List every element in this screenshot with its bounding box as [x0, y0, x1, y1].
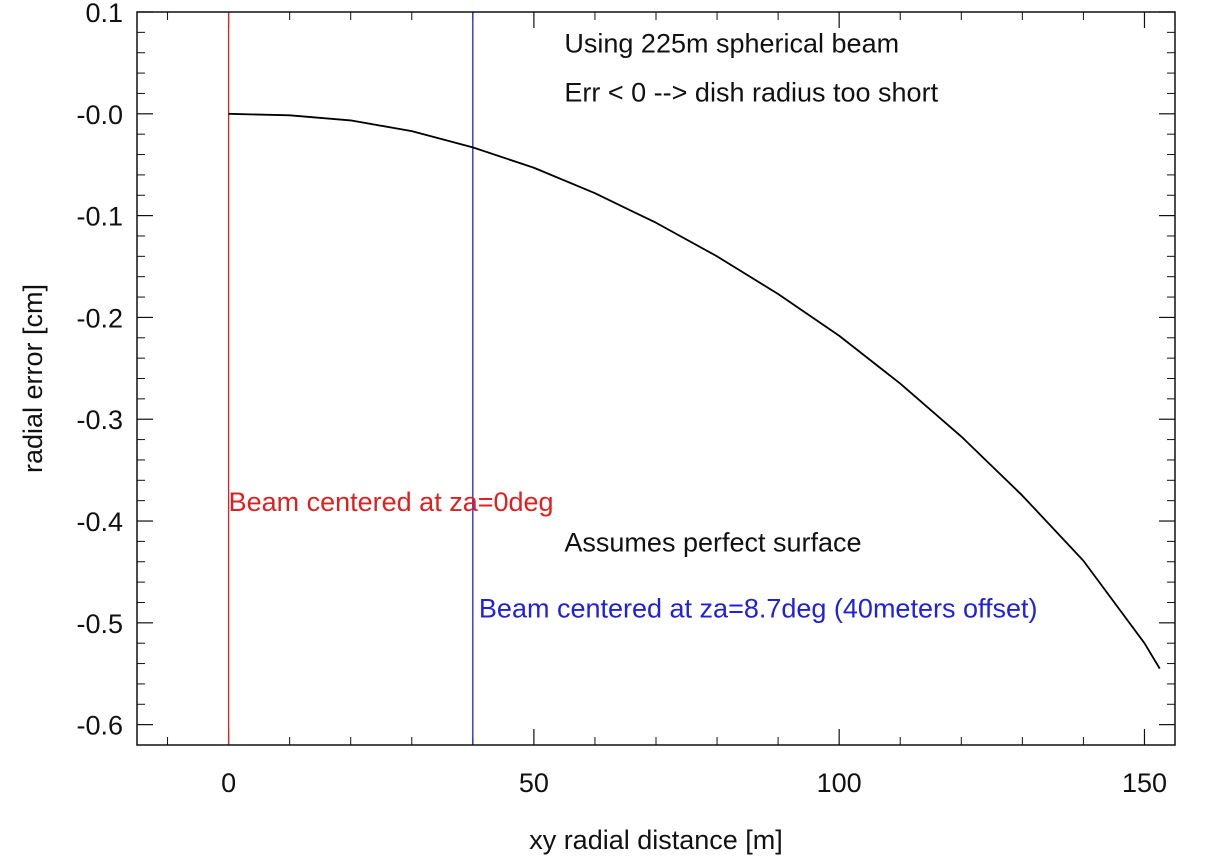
x-tick-label: 0: [221, 768, 236, 798]
y-tick-label: 0.1: [85, 0, 123, 28]
tick-labels: 0 50 100 150 0.1 -0.0 -0.1 -0.2 -0.3 -0.4 -0.5 -0.6: [76, 0, 1167, 798]
annotations: Using 225m spherical beam Err < 0 --> dis…: [229, 29, 1038, 624]
series-layer: [228, 112, 1161, 670]
annotation-text: Using 225m spherical beam: [564, 29, 899, 59]
annotation-text: Beam centered at za=0deg: [229, 487, 554, 517]
plot-frame: [136, 11, 1176, 746]
y-tick-label: -0.4: [76, 507, 123, 537]
series-line: [228, 112, 1161, 670]
annotation-text: Beam centered at za=8.7deg (40meters off…: [479, 594, 1038, 624]
y-tick-label: -0.0: [76, 100, 123, 130]
minor-ticks: [137, 12, 1175, 746]
x-tick-label: 150: [1122, 768, 1167, 798]
x-tick-label: 50: [519, 768, 549, 798]
y-tick-label: -0.3: [76, 405, 123, 435]
y-axis-title: radial error [cm]: [18, 284, 48, 473]
annotation-text: Err < 0 --> dish radius too short: [564, 78, 938, 108]
major-ticks: [137, 11, 1175, 745]
y-tick-label: -0.2: [76, 303, 123, 333]
y-tick-label: -0.1: [76, 202, 123, 232]
y-tick-label: -0.6: [76, 711, 123, 741]
annotation-text: Assumes perfect surface: [564, 528, 861, 558]
vertical-lines: [227, 12, 474, 745]
x-axis-title: xy radial distance [m]: [529, 825, 783, 855]
x-tick-label: 100: [817, 768, 862, 798]
y-tick-label: -0.5: [76, 609, 123, 639]
